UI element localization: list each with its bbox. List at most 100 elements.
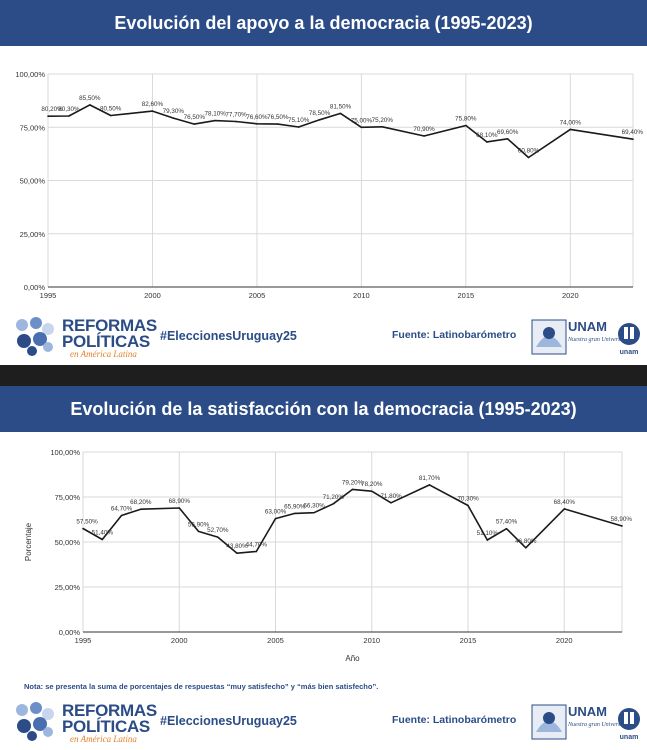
data-point (569, 128, 572, 131)
data-label: 77,70% (225, 111, 247, 118)
y-tick-label: 0,00% (24, 283, 46, 292)
satisfaction-footer: REFORMAS POLÍTICAS en América Latina #El… (0, 700, 647, 744)
data-point (297, 126, 300, 128)
data-point (467, 504, 469, 507)
data-label: 78,50% (309, 110, 331, 117)
support-title: Evolución del apoyo a la democracia (199… (0, 0, 647, 46)
data-point (313, 511, 315, 514)
data-label: 76,60% (246, 114, 268, 121)
data-label: 71,20% (323, 494, 345, 501)
source-label: Fuente: Latinobarómetro (392, 329, 517, 341)
data-label: 78,20% (361, 481, 383, 488)
data-point (381, 126, 384, 128)
data-point (351, 488, 354, 491)
data-point (274, 517, 277, 520)
data-point (277, 123, 279, 125)
data-label: 75,20% (372, 117, 394, 124)
data-point (172, 117, 175, 119)
y-tick-label: 100,00% (15, 70, 45, 79)
data-label: 81,50% (330, 103, 352, 110)
x-tick-label: 2010 (363, 636, 380, 645)
data-point (216, 536, 219, 538)
data-point (256, 123, 258, 125)
logo-line1: REFORMAS (62, 701, 157, 720)
data-point (339, 112, 342, 115)
data-point (524, 546, 527, 549)
data-point (506, 137, 509, 140)
unam-logo: UNAM Nuestra gran Universidad unam (531, 319, 640, 356)
logo-sub: en América Latina (70, 349, 137, 359)
data-point (47, 115, 49, 117)
data-point (88, 104, 91, 106)
unam-motto: Nuestra gran Universidad (567, 337, 632, 343)
data-label: 75,80% (455, 116, 477, 123)
x-axis-label: Año (345, 654, 360, 663)
data-label: 68,10% (476, 132, 498, 139)
data-label: 82,60% (142, 101, 164, 108)
data-label: 68,20% (130, 499, 152, 506)
x-tick-label: 2015 (460, 636, 477, 645)
data-label: 51,10% (477, 530, 499, 537)
y-tick-label: 0,00% (59, 628, 81, 637)
x-tick-label: 2020 (556, 636, 573, 645)
data-label: 64,70% (111, 506, 133, 513)
data-label: 68,90% (169, 498, 191, 505)
data-point (68, 115, 70, 117)
unam-seal: unam (620, 734, 639, 741)
data-label: 58,90% (611, 516, 633, 523)
data-label: 80,20% (41, 106, 63, 113)
y-tick-label: 50,00% (55, 538, 81, 547)
y-tick-label: 25,00% (20, 230, 46, 239)
data-label: 60,80% (518, 147, 540, 154)
x-tick-label: 2000 (171, 636, 188, 645)
data-point (360, 126, 363, 129)
data-label: 69,60% (497, 129, 519, 136)
data-point (632, 138, 634, 140)
reformas-logo-icon (16, 317, 54, 356)
unam-motto: Nuestra gran Universidad (567, 722, 632, 728)
x-tick-label: 2005 (267, 636, 284, 645)
support-panel: Evolución del apoyo a la democracia (199… (0, 0, 647, 365)
data-label: 66,30% (303, 503, 325, 510)
data-point (193, 123, 196, 125)
x-tick-label: 2000 (144, 291, 161, 300)
data-label: 75,00% (351, 117, 373, 124)
data-label: 74,00% (560, 119, 582, 126)
y-tick-label: 100,00% (50, 448, 80, 457)
source-label: Fuente: Latinobarómetro (392, 714, 517, 726)
data-point (197, 530, 200, 533)
data-point (563, 508, 566, 510)
data-point (120, 514, 123, 517)
data-point (527, 156, 530, 159)
data-label: 79,20% (342, 479, 364, 486)
data-point (486, 539, 489, 541)
data-label: 76,50% (184, 114, 206, 121)
data-point (428, 484, 431, 486)
logo-sub: en América Latina (70, 734, 137, 744)
data-label: 79,30% (163, 108, 185, 115)
data-label: 51,40% (92, 529, 114, 536)
data-label: 76,50% (267, 114, 289, 121)
data-label: 57,40% (496, 519, 518, 526)
data-point (465, 124, 467, 127)
unam-seal: unam (620, 349, 639, 356)
data-label: 55,90% (188, 521, 210, 528)
y-tick-label: 50,00% (20, 177, 46, 186)
y-tick-label: 25,00% (55, 583, 81, 592)
data-point (318, 118, 321, 121)
unam-logo: UNAM Nuestra gran Universidad unam (531, 704, 640, 741)
data-label: 57,50% (76, 519, 98, 526)
data-label: 65,90% (284, 503, 306, 510)
data-label: 46,80% (515, 538, 537, 545)
data-point (109, 114, 112, 117)
data-label: 85,50% (79, 95, 101, 102)
data-point (178, 507, 181, 509)
data-point (423, 135, 425, 137)
data-label: 52,70% (207, 527, 229, 534)
data-label: 70,30% (457, 495, 479, 502)
logo-line2: POLÍTICAS (62, 717, 150, 736)
x-tick-label: 1995 (75, 636, 92, 645)
reformas-logo-icon (16, 702, 54, 741)
satisfaction-title: Evolución de la satisfacción con la demo… (0, 386, 647, 432)
data-point (255, 550, 258, 553)
